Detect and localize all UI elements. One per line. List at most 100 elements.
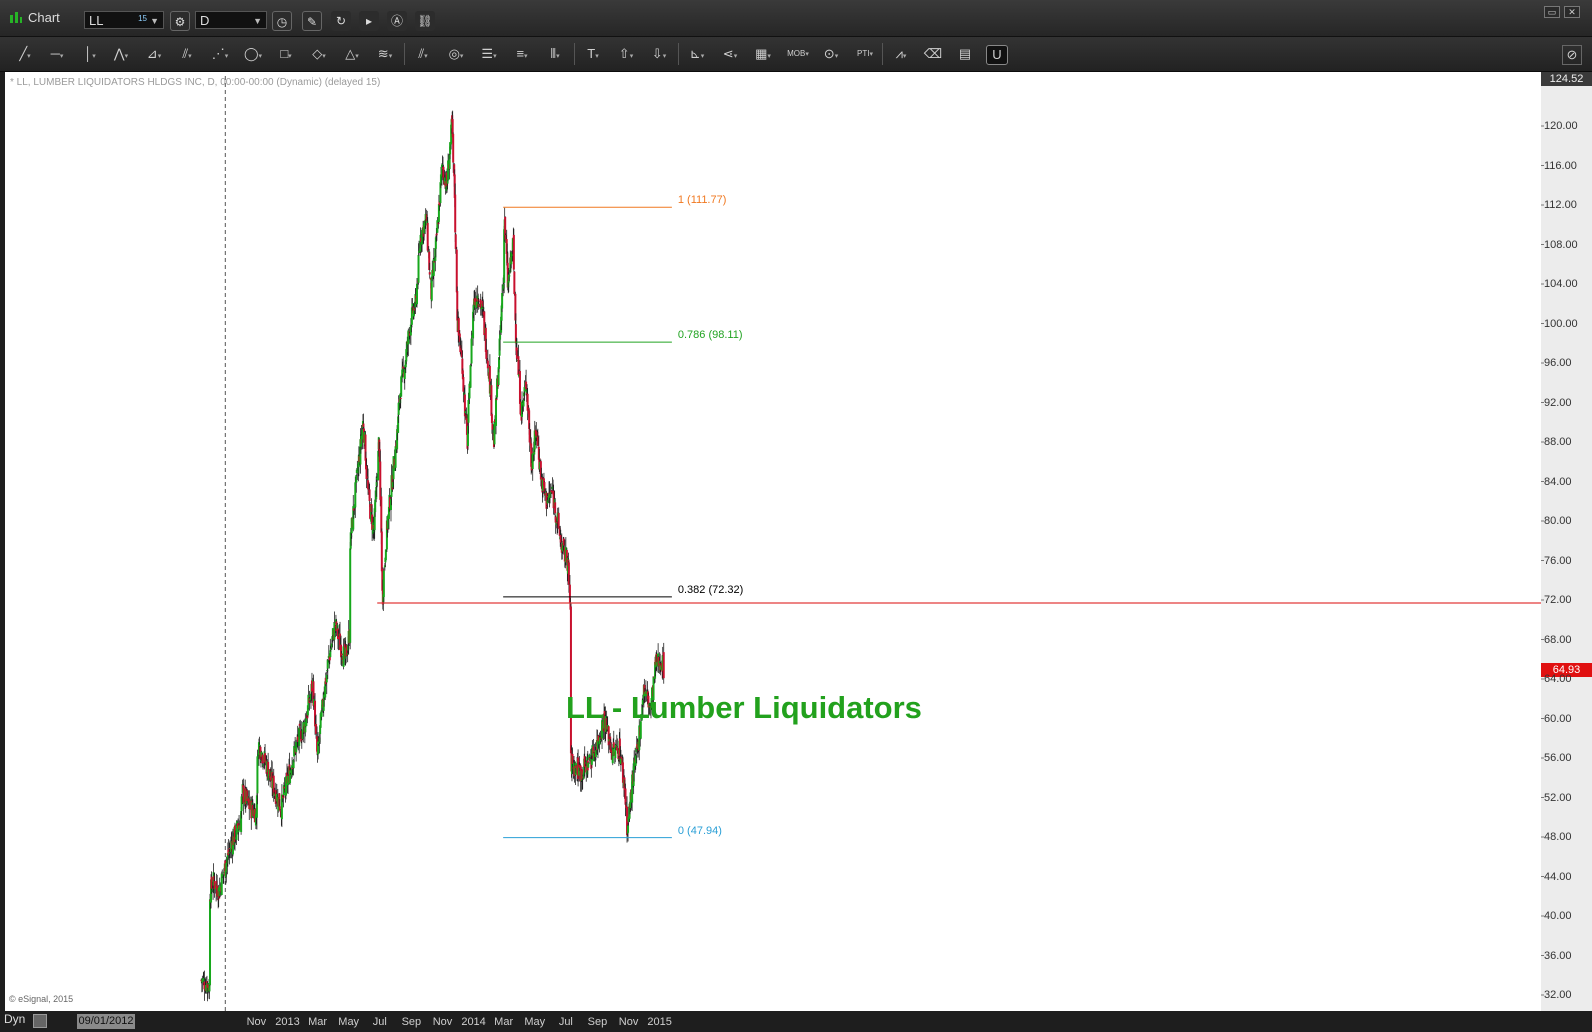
andrews-fork-icon[interactable]: ⫽▾	[182, 46, 192, 61]
refresh-icon[interactable]: ↻	[331, 11, 351, 31]
candle-down	[530, 443, 533, 467]
candle-up	[326, 660, 329, 669]
fib-timezone-icon[interactable]: ⦀▾	[550, 46, 560, 61]
pitchfork-icon[interactable]: ⋖▾	[722, 46, 738, 61]
y-tick-label: 56.00	[1544, 752, 1572, 764]
clock-icon[interactable]: ◷	[272, 11, 292, 31]
zigzag-icon[interactable]: ⋀▾	[113, 46, 129, 61]
candle-down	[306, 714, 309, 719]
candle-down	[459, 348, 462, 352]
candle-up	[649, 707, 652, 710]
chevron-down-icon[interactable]: ▼	[253, 16, 262, 26]
symbol-input[interactable]: LL 15 ▼	[84, 11, 164, 29]
fib-extension-icon[interactable]: ≡▾	[516, 46, 528, 61]
candle-up	[359, 439, 362, 465]
candle-down	[426, 222, 429, 251]
alert-icon[interactable]: Ⓐ	[387, 11, 407, 31]
candle-up	[386, 515, 389, 529]
candle-up	[417, 255, 420, 283]
stats-icon[interactable]: ⩘▾	[895, 46, 907, 61]
line-tool-icon[interactable]: ╱▾	[19, 46, 31, 61]
candle-down	[242, 785, 245, 804]
settings-icon[interactable]: ⊘	[1562, 45, 1582, 65]
restore-window-icon[interactable]: ▭	[1544, 6, 1560, 18]
candle-down	[550, 490, 553, 493]
candle-down	[300, 738, 303, 740]
candle-up	[397, 402, 400, 415]
mob-icon[interactable]: MOB▾	[787, 49, 809, 58]
candle-up	[293, 746, 296, 757]
gann-fan-icon[interactable]: ⋰▾	[211, 46, 229, 61]
parallel-lines-icon[interactable]: ⫽▾	[418, 46, 428, 61]
vertical-line-icon[interactable]: │▾	[84, 46, 96, 61]
fan-icon[interactable]: ⊿▾	[146, 46, 162, 61]
candle-up	[421, 229, 424, 245]
candle-up	[373, 531, 376, 533]
candle-up	[614, 746, 617, 759]
scale-toggle-icon[interactable]	[33, 1014, 47, 1028]
candle-down	[453, 174, 456, 198]
candle-down	[488, 365, 491, 394]
candle-down	[495, 399, 498, 401]
candle-down	[592, 746, 595, 759]
eraser-icon[interactable]: ⌫	[923, 46, 943, 61]
candle-up	[493, 420, 496, 445]
magnet-icon[interactable]: U	[986, 45, 1008, 65]
rotated-rect-icon[interactable]: ◇▾	[312, 46, 326, 61]
candle-up	[377, 450, 380, 481]
comment-icon[interactable]: ▤	[958, 46, 972, 61]
price-axis[interactable]	[1541, 72, 1592, 1011]
play-icon[interactable]: ▸	[359, 11, 379, 31]
candle-up	[361, 429, 364, 440]
text-icon[interactable]: T▾	[587, 46, 599, 61]
candle-up	[302, 722, 305, 733]
candle-up	[551, 486, 554, 489]
channel-icon[interactable]: ≋▾	[377, 46, 393, 61]
cycle-icon[interactable]: ⊙▾	[823, 46, 839, 61]
ellipse-icon[interactable]: ◯▾	[243, 46, 263, 61]
candle-up	[400, 376, 403, 397]
pti-icon[interactable]: PTI▾	[857, 49, 873, 58]
elliott-icon[interactable]: ⊾▾	[689, 46, 705, 61]
circles-icon[interactable]: ◎▾	[448, 46, 464, 61]
y-tick-label: 72.00	[1544, 594, 1572, 606]
candle-down	[233, 825, 236, 842]
candle-down	[456, 291, 459, 321]
time-axis[interactable]	[0, 1011, 1541, 1032]
candle-up	[243, 801, 246, 805]
arrow-down-icon[interactable]: ⇩▾	[651, 46, 667, 61]
grid-icon[interactable]: ▦▾	[755, 46, 771, 61]
link-icon[interactable]: ⚙	[170, 11, 190, 31]
candle-down	[504, 235, 507, 240]
chevron-down-icon[interactable]: ▼	[150, 16, 159, 26]
candle-up	[273, 793, 276, 797]
fib-retracement-icon[interactable]: ☰▾	[481, 46, 497, 61]
candle-up	[204, 984, 207, 991]
dyn-label[interactable]: Dyn	[4, 1012, 26, 1026]
arrow-up-icon[interactable]: ⇧▾	[618, 46, 634, 61]
candle-down	[442, 166, 445, 178]
candle-up	[271, 777, 274, 789]
interval-input[interactable]: D ▼	[195, 11, 267, 29]
horizontal-line-icon[interactable]: ─▾	[50, 46, 64, 61]
candle-up	[546, 500, 549, 504]
close-window-icon[interactable]: ✕	[1564, 6, 1580, 18]
candle-up	[611, 755, 614, 764]
triangle-icon[interactable]: △▾	[345, 46, 359, 61]
candle-up	[221, 874, 224, 877]
chart-plot-area[interactable]	[5, 72, 1541, 1011]
candle-up	[500, 316, 503, 333]
candle-up	[439, 174, 442, 184]
candle-down	[388, 497, 391, 509]
rectangle-icon[interactable]: □▾	[280, 46, 292, 61]
link-chain-icon[interactable]: ⛓	[415, 11, 435, 31]
candle-up	[375, 487, 378, 500]
pencil-icon[interactable]: ✎	[302, 11, 322, 31]
candle-down	[250, 800, 253, 819]
candle-down	[618, 738, 621, 756]
candle-up	[259, 760, 262, 762]
candle-down	[609, 736, 612, 745]
candle-down	[552, 490, 555, 509]
candle-up	[317, 741, 320, 744]
candle-down	[217, 899, 220, 901]
